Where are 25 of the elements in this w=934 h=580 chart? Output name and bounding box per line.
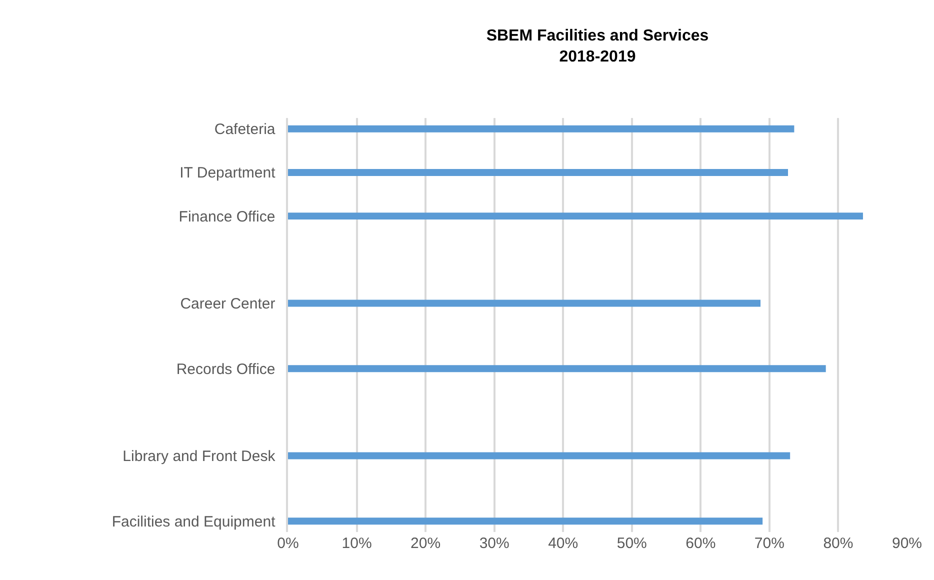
y-tick-label: Facilities and Equipment <box>112 513 276 530</box>
x-tick-label: 80% <box>823 535 854 552</box>
bar <box>288 300 760 307</box>
bar <box>288 365 826 372</box>
y-tick-label: Library and Front Desk <box>122 448 276 465</box>
y-tick-label: IT Department <box>180 164 276 182</box>
bar <box>288 125 794 132</box>
y-tick-label: Cafeteria <box>214 121 276 138</box>
x-tick-label: 50% <box>616 535 647 552</box>
x-tick-label: 40% <box>548 535 578 552</box>
x-tick-label: 30% <box>479 535 510 552</box>
bar <box>288 452 790 460</box>
x-tick-label: 60% <box>686 535 716 552</box>
bar <box>288 168 788 176</box>
bar <box>288 518 763 525</box>
y-tick-label: Records Office <box>176 360 276 378</box>
x-tick-label: 0% <box>277 535 299 552</box>
bar <box>288 212 863 220</box>
x-tick-label: 90% <box>892 535 922 552</box>
x-tick-label: 70% <box>754 535 784 552</box>
y-tick-label: Finance Office <box>178 208 276 226</box>
x-tick-label: 10% <box>342 535 372 552</box>
x-tick-label: 20% <box>410 535 441 552</box>
chart-title: SBEM Facilities and Services 2018-2019 <box>486 28 709 66</box>
y-tick-label: Career Center <box>180 295 276 312</box>
